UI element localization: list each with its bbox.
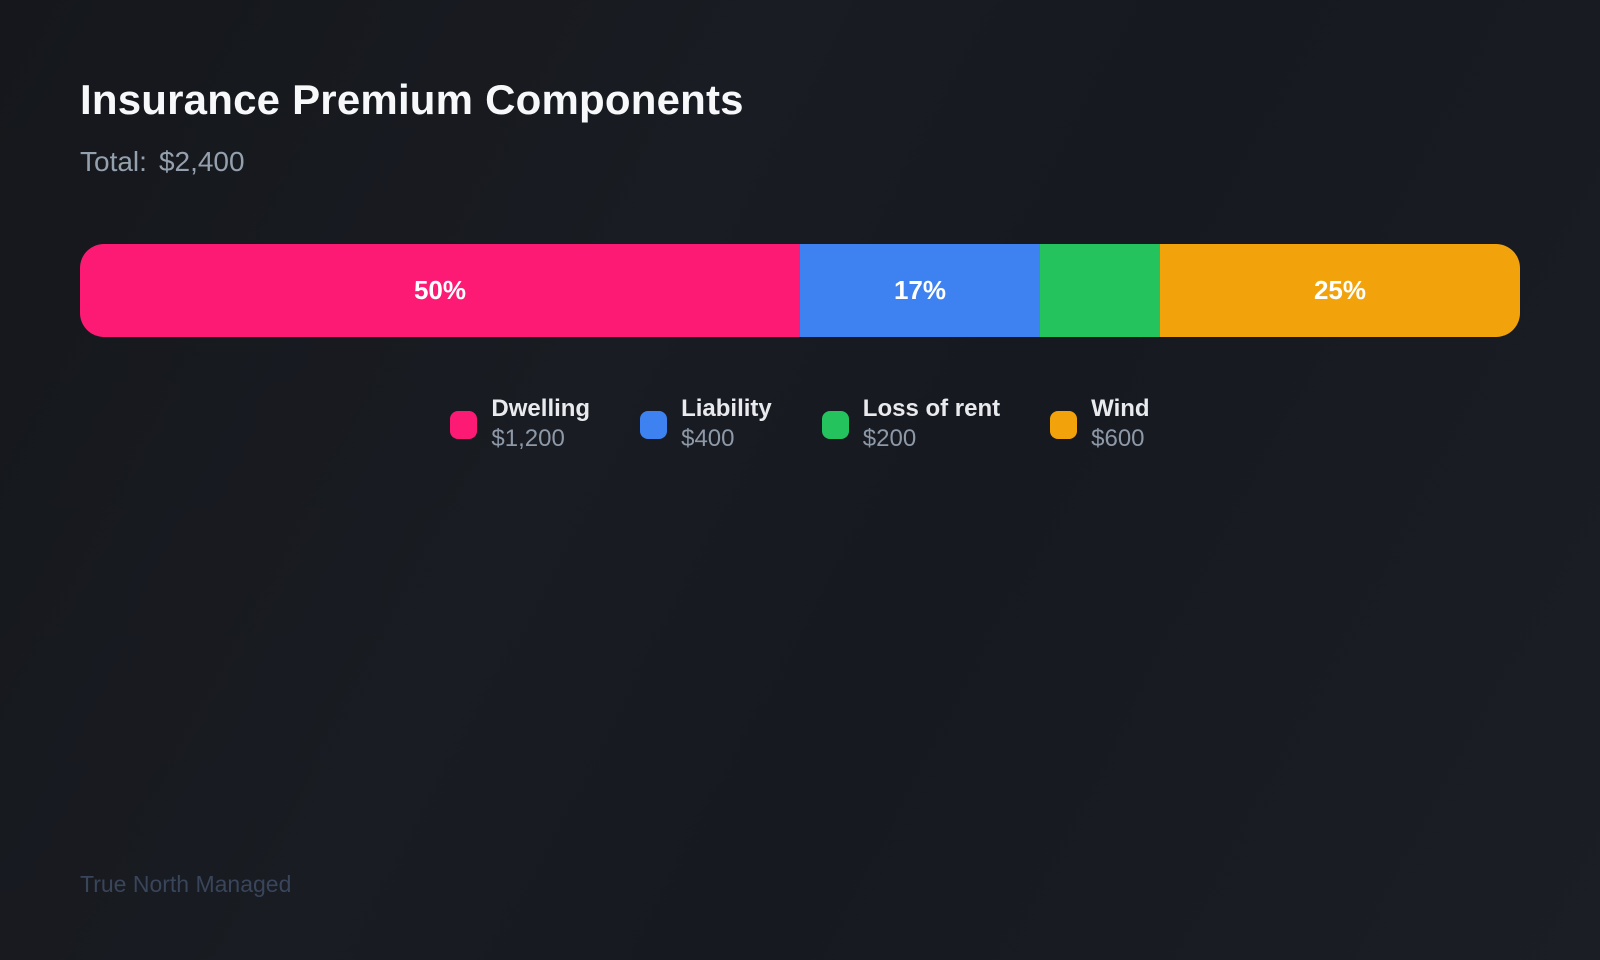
legend-value: $1,200: [491, 424, 565, 452]
stacked-bar: 50% 17% 25%: [80, 244, 1520, 338]
bar-segment-loss-of-rent[interactable]: [1040, 244, 1160, 338]
segment-percent-label: 17%: [893, 275, 947, 306]
bar-segment-wind[interactable]: 25%: [1159, 244, 1520, 338]
total-label: Total:: [80, 146, 147, 178]
legend-value: $600: [1091, 424, 1145, 452]
legend-value: $400: [681, 424, 735, 452]
legend-item-wind[interactable]: Wind $600: [1050, 395, 1150, 454]
chart-subtitle: Total: $2,400: [80, 146, 1520, 178]
chart-title: Insurance Premium Components: [80, 76, 744, 123]
segment-percent-label: 50%: [413, 275, 467, 306]
legend-text: Wind $600: [1091, 395, 1149, 454]
legend: Dwelling $1,200 Liability $400 Loss of r…: [80, 395, 1520, 454]
bar-segment-liability[interactable]: 17%: [800, 244, 1040, 338]
bar-segment-dwelling[interactable]: 50%: [80, 244, 800, 338]
legend-item-loss-of-rent[interactable]: Loss of rent $200: [821, 395, 1000, 454]
legend-item-dwelling[interactable]: Dwelling $1,200: [450, 395, 590, 454]
legend-swatch-liability: [640, 411, 668, 440]
legend-text: Loss of rent $200: [863, 395, 1000, 454]
segment-percent-label: 25%: [1313, 275, 1366, 306]
legend-name: Dwelling: [491, 395, 591, 423]
watermark: True North Managed: [80, 871, 292, 897]
legend-name: Loss of rent: [862, 395, 1001, 423]
legend-swatch-dwelling: [450, 411, 478, 440]
legend-text: Liability $400: [681, 395, 772, 454]
legend-name: Wind: [1091, 395, 1150, 423]
legend-item-liability[interactable]: Liability $400: [640, 395, 772, 454]
legend-swatch-loss-of-rent: [821, 411, 849, 440]
legend-text: Dwelling $1,200: [491, 395, 590, 454]
legend-value: $200: [862, 424, 917, 452]
legend-swatch-wind: [1050, 411, 1078, 440]
legend-name: Liability: [681, 395, 772, 423]
total-value: $2,400: [158, 146, 245, 178]
